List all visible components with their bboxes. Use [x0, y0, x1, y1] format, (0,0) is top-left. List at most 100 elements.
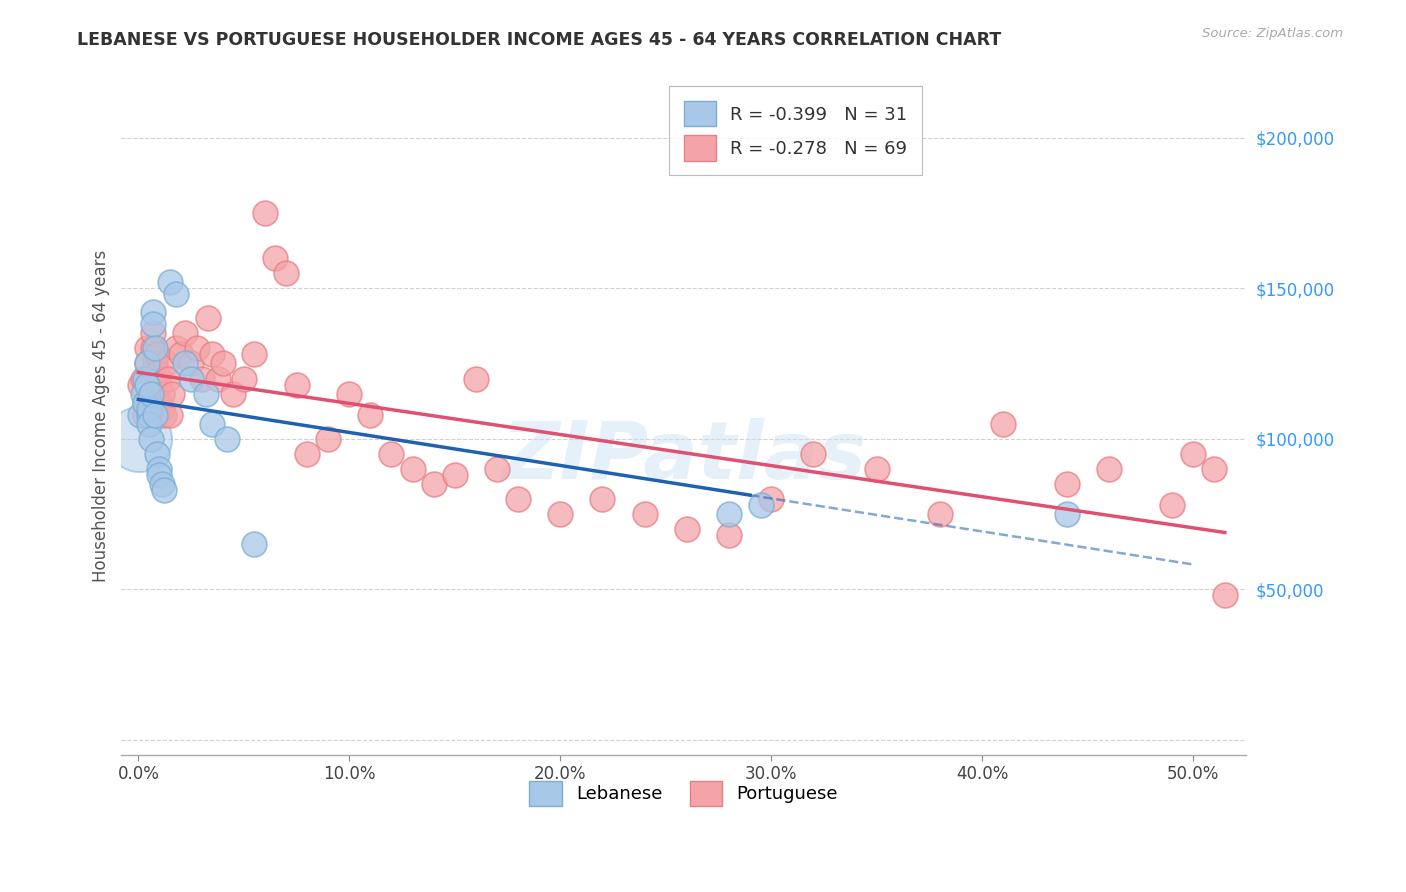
- Point: [150, 386, 173, 401]
- Point: [464, 371, 486, 385]
- Point: [180, 371, 202, 385]
- Point: [148, 395, 170, 409]
- Point: [155, 356, 177, 370]
- Point: [139, 432, 162, 446]
- Point: [548, 507, 571, 521]
- Point: [165, 342, 187, 356]
- Point: [718, 528, 741, 542]
- Point: [142, 326, 165, 341]
- Point: [1182, 447, 1205, 461]
- Point: [128, 432, 150, 446]
- Point: [285, 377, 308, 392]
- Point: [1056, 507, 1078, 521]
- Point: [135, 356, 157, 370]
- Point: [1056, 477, 1078, 491]
- Point: [148, 377, 170, 392]
- Point: [633, 507, 655, 521]
- Point: [139, 386, 162, 401]
- Point: [215, 432, 238, 446]
- Point: [264, 251, 287, 265]
- Point: [134, 395, 156, 409]
- Point: [337, 386, 360, 401]
- Point: [295, 447, 318, 461]
- Point: [274, 266, 297, 280]
- Point: [150, 477, 173, 491]
- Point: [143, 408, 166, 422]
- Point: [134, 408, 156, 422]
- Point: [211, 356, 233, 370]
- Point: [131, 386, 153, 401]
- Point: [143, 377, 166, 392]
- Point: [146, 366, 169, 380]
- Point: [139, 371, 162, 385]
- Point: [1098, 462, 1121, 476]
- Point: [139, 386, 162, 401]
- Text: Source: ZipAtlas.com: Source: ZipAtlas.com: [1202, 27, 1343, 40]
- Point: [138, 408, 160, 422]
- Point: [232, 371, 254, 385]
- Point: [485, 462, 508, 476]
- Point: [131, 371, 153, 385]
- Point: [173, 326, 195, 341]
- Point: [135, 377, 157, 392]
- Point: [506, 491, 529, 506]
- Point: [929, 507, 952, 521]
- Point: [1161, 498, 1184, 512]
- Point: [148, 462, 170, 476]
- Point: [749, 498, 772, 512]
- Text: ZIPatlas: ZIPatlas: [501, 417, 866, 496]
- Point: [803, 447, 825, 461]
- Point: [146, 447, 169, 461]
- Point: [207, 371, 229, 385]
- Point: [866, 462, 889, 476]
- Point: [165, 287, 187, 301]
- Point: [253, 206, 276, 220]
- Point: [134, 371, 156, 385]
- Point: [194, 386, 217, 401]
- Point: [1204, 462, 1226, 476]
- Point: [173, 356, 195, 370]
- Point: [190, 371, 212, 385]
- Point: [135, 342, 157, 356]
- Point: [135, 356, 157, 370]
- Point: [138, 408, 160, 422]
- Point: [146, 347, 169, 361]
- Point: [243, 537, 266, 551]
- Point: [134, 395, 156, 409]
- Point: [422, 477, 444, 491]
- Point: [152, 408, 174, 422]
- Point: [1213, 588, 1236, 602]
- Y-axis label: Householder Income Ages 45 - 64 years: Householder Income Ages 45 - 64 years: [93, 250, 110, 582]
- Point: [316, 432, 339, 446]
- Point: [761, 491, 783, 506]
- Text: LEBANESE VS PORTUGUESE HOUSEHOLDER INCOME AGES 45 - 64 YEARS CORRELATION CHART: LEBANESE VS PORTUGUESE HOUSEHOLDER INCOM…: [77, 31, 1001, 49]
- Point: [718, 507, 741, 521]
- Point: [591, 491, 613, 506]
- Point: [201, 417, 224, 431]
- Legend: Lebanese, Portuguese: Lebanese, Portuguese: [522, 773, 845, 814]
- Point: [150, 401, 173, 416]
- Point: [676, 522, 699, 536]
- Point: [159, 275, 181, 289]
- Point: [129, 408, 152, 422]
- Point: [169, 347, 191, 361]
- Point: [443, 467, 465, 482]
- Point: [401, 462, 423, 476]
- Point: [993, 417, 1015, 431]
- Point: [180, 356, 202, 370]
- Point: [138, 401, 160, 416]
- Point: [359, 408, 381, 422]
- Point: [160, 386, 183, 401]
- Point: [142, 305, 165, 319]
- Point: [138, 417, 160, 431]
- Point: [152, 483, 174, 497]
- Point: [148, 467, 170, 482]
- Point: [142, 318, 165, 332]
- Point: [143, 356, 166, 370]
- Point: [197, 311, 219, 326]
- Point: [222, 386, 245, 401]
- Point: [159, 408, 181, 422]
- Point: [142, 342, 165, 356]
- Point: [138, 395, 160, 409]
- Point: [186, 342, 208, 356]
